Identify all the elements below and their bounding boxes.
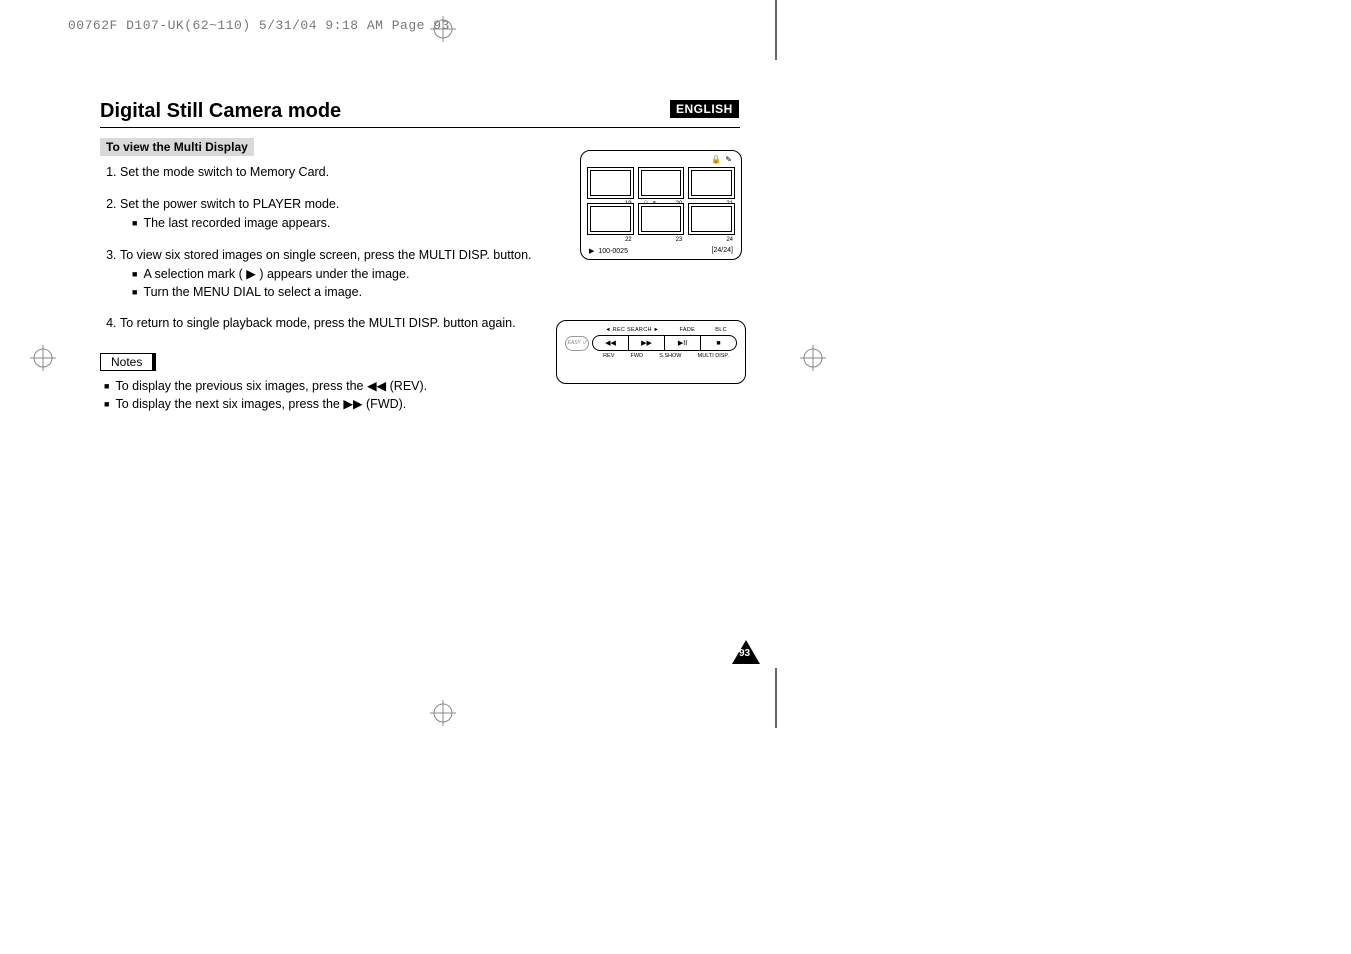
panel-bottom-label: REV [603,353,614,359]
thumbnail: 21 [688,167,735,199]
panel-bottom-label: FWD [631,353,644,359]
crop-mark-right [800,345,826,371]
page-number: 93 [739,648,750,659]
notes-label: Notes [100,353,156,371]
step-text: Set the power switch to PLAYER mode. [120,197,339,211]
print-header-slug: 00762F D107-UK(62~110) 5/31/04 9:18 AM P… [68,18,450,33]
easy-button: EASY ↺ [565,336,589,351]
stop-button: ■ [701,336,736,350]
play-pause-button: ▶II [665,336,701,350]
panel-top-label: FADE [680,327,696,333]
lcd-top-icons: 🔒 ✎ [711,155,733,164]
panel-bottom-label: MULTI DISP. [698,353,729,359]
note-item: To display the next six images, press th… [104,395,750,414]
lcd-diagram: 🔒 ✎ 19 20 🔒 ✎ 21 22 23 24 ▶100-0025 [ [580,150,742,260]
rev-button: ◀◀ [593,336,629,350]
title-underline [100,127,740,128]
step-sub: A selection mark ( ▶ ) appears under the… [132,266,750,284]
thumbnail: 19 [587,167,634,199]
crop-mark-top [430,16,456,42]
crop-mark-top-line [775,0,777,60]
thumbnail: 23 [638,203,685,235]
lcd-counter: [24/24] [712,247,733,255]
thumbnail: 24 [688,203,735,235]
thumbnail: 22 [587,203,634,235]
crop-mark-bottom [430,700,456,726]
step-sub: Turn the MENU DIAL to select a image. [132,284,750,302]
thumb-number: 24 [726,237,733,243]
button-panel-diagram: ◄ REC SEARCH ► FADE BLC EASY ↺ ◀◀ ▶▶ ▶II… [556,320,746,384]
crop-mark-left [30,345,56,371]
panel-bottom-label: S.SHOW [659,353,681,359]
section-subtitle: To view the Multi Display [100,138,254,156]
step-text: Set the mode switch to Memory Card. [120,165,329,179]
crop-mark-bottom-line [775,668,777,728]
panel-top-label: BLC [715,327,727,333]
lcd-folder: ▶100-0025 [589,247,628,255]
thumb-number: 22 [625,237,632,243]
thumb-number: 23 [676,237,683,243]
thumbnail: 20 🔒 ✎ [638,167,685,199]
step-text: To return to single playback mode, press… [120,316,516,330]
play-icon: ▶ [589,248,594,255]
button-group: ◀◀ ▶▶ ▶II ■ [592,335,737,351]
fwd-button: ▶▶ [629,336,665,350]
page-title: Digital Still Camera mode [100,100,750,123]
step-text: To view six stored images on single scre… [120,248,532,262]
panel-top-label: ◄ REC SEARCH ► [605,327,659,333]
